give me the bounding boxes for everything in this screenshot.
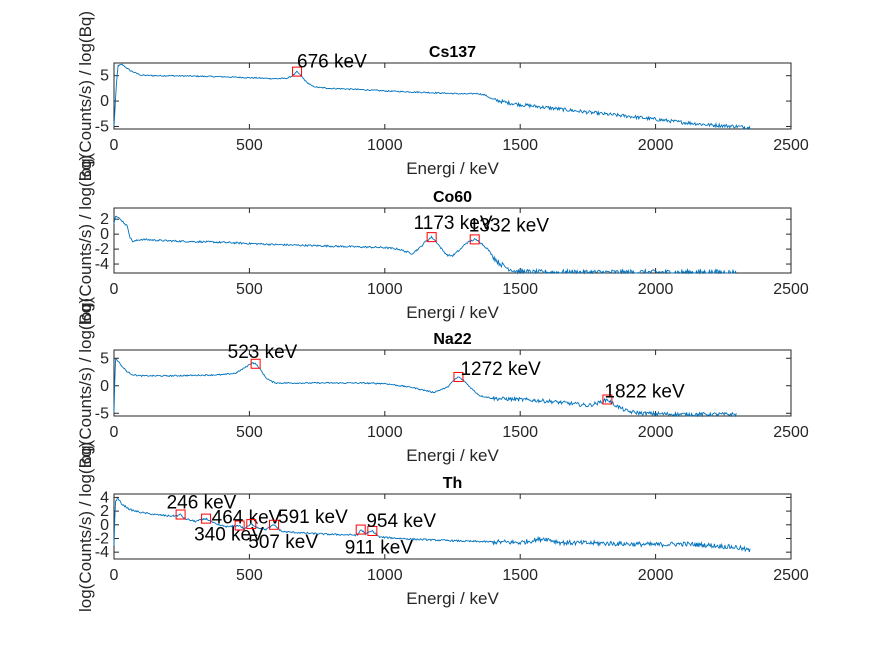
x-tick-label: 500 — [236, 281, 263, 298]
peak-marker — [269, 519, 280, 530]
peak-marker — [250, 358, 261, 369]
y-tick-label: 2 — [100, 211, 109, 228]
axes-frame — [113, 62, 792, 130]
peak-label: 1822 keV — [604, 382, 685, 403]
y-axis-label: log(Counts/s) / log(Bq) — [76, 155, 95, 325]
subplot-title: Th — [443, 475, 463, 492]
peak-label: 1272 keV — [460, 359, 541, 380]
x-tick-label: 2000 — [638, 567, 674, 584]
x-tick-label: 0 — [110, 567, 119, 584]
x-tick-label: 2000 — [638, 137, 674, 154]
y-tick-label: 5 — [100, 350, 109, 367]
peak-label: 911 keV — [345, 538, 414, 559]
peak-label: 954 keV — [366, 511, 436, 532]
subplot-title: Co60 — [433, 189, 472, 206]
axes-frame — [113, 207, 792, 274]
x-tick-label: 2500 — [773, 567, 809, 584]
y-tick-label: -4 — [95, 256, 109, 273]
peak-label: 591 keV — [278, 507, 348, 528]
peak-marker — [469, 234, 480, 245]
peak-label: 676 keV — [297, 52, 367, 73]
y-tick-label: 5 — [100, 68, 109, 85]
x-tick-label: 500 — [236, 424, 263, 441]
x-tick-label: 1000 — [367, 424, 403, 441]
spectrum-line — [113, 358, 737, 418]
y-tick-label: 0 — [100, 378, 109, 395]
x-tick-label: 1500 — [502, 567, 538, 584]
peak-label: 246 keV — [167, 493, 237, 514]
x-tick-label: 0 — [110, 281, 119, 298]
y-tick-label: 0 — [100, 517, 109, 534]
spectrum-line — [113, 498, 751, 553]
peak-marker — [602, 394, 613, 405]
peak-marker — [175, 509, 186, 520]
axes-frame — [113, 349, 792, 417]
spectrum-line — [113, 63, 751, 130]
x-tick-label: 2500 — [773, 137, 809, 154]
subplot-title: Na22 — [433, 331, 471, 348]
y-axis-label: log(Counts/s) / log(Bq) — [76, 298, 95, 468]
x-tick-label: 2500 — [773, 281, 809, 298]
x-tick-label: 500 — [236, 137, 263, 154]
x-tick-label: 1500 — [502, 137, 538, 154]
peak-label: 1173 keV — [414, 213, 493, 234]
peak-label: 464 keV — [212, 507, 282, 528]
y-axis-label: log(Counts/s) / log(Bq) — [76, 11, 95, 181]
peak-marker — [201, 513, 212, 524]
peak-label: 507 keV — [248, 532, 318, 553]
x-tick-label: 2500 — [773, 424, 809, 441]
y-tick-label: -5 — [95, 405, 109, 422]
x-axis-label: Energi / keV — [406, 303, 499, 322]
x-tick-label: 1000 — [367, 281, 403, 298]
y-tick-label: 0 — [100, 226, 109, 243]
peak-marker — [292, 66, 303, 77]
y-tick-label: 0 — [100, 93, 109, 110]
peak-label: 523 keV — [228, 342, 298, 363]
peak-label: 340 keV — [194, 525, 264, 546]
peak-marker — [367, 525, 378, 536]
x-tick-label: 0 — [110, 424, 119, 441]
y-tick-label: -2 — [95, 241, 109, 258]
x-tick-label: 1500 — [502, 281, 538, 298]
x-tick-label: 0 — [110, 137, 119, 154]
y-tick-label: -2 — [95, 530, 109, 547]
peak-marker — [426, 232, 437, 243]
x-tick-label: 2000 — [638, 424, 674, 441]
x-tick-label: 1000 — [367, 137, 403, 154]
y-tick-label: -4 — [95, 544, 109, 561]
y-tick-label: 4 — [100, 489, 109, 506]
peak-marker — [453, 371, 464, 382]
x-axis-label: Energi / keV — [406, 159, 499, 178]
x-axis-label: Energi / keV — [406, 446, 499, 465]
peak-marker — [234, 520, 245, 531]
y-tick-label: -5 — [95, 118, 109, 135]
x-tick-label: 2000 — [638, 281, 674, 298]
y-axis-label: log(Counts/s) / log(Bq) — [76, 442, 95, 612]
peak-marker — [246, 519, 257, 530]
peak-marker — [355, 524, 366, 535]
x-tick-label: 1000 — [367, 567, 403, 584]
spectrum-line — [113, 215, 737, 275]
x-tick-label: 500 — [236, 567, 263, 584]
x-tick-label: 1500 — [502, 424, 538, 441]
x-axis-label: Energi / keV — [406, 589, 499, 608]
subplot-title: Cs137 — [429, 44, 476, 61]
y-tick-label: 2 — [100, 503, 109, 520]
peak-label: 1332 keV — [469, 215, 550, 236]
